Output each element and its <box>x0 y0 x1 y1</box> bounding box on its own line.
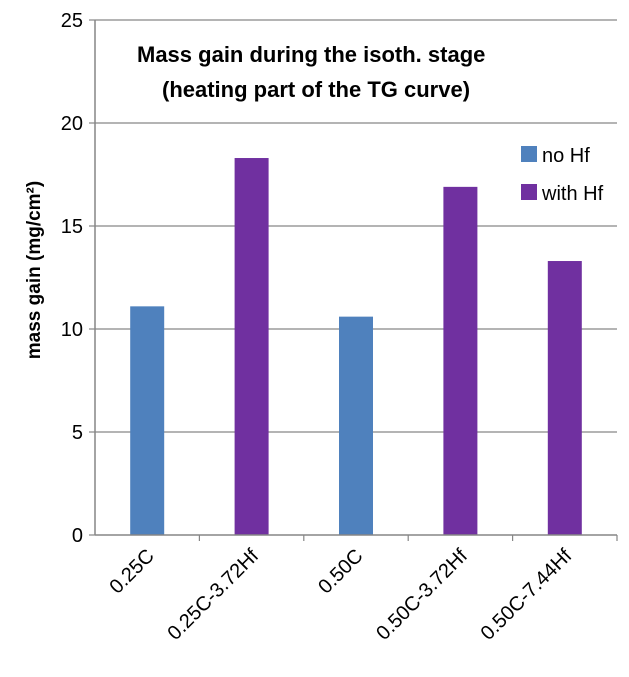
y-tick-labels: 0 5 10 15 20 25 <box>61 10 95 547</box>
x-tick-label-0-25c: 0.25C <box>105 545 158 598</box>
y-tick-label-20: 20 <box>61 113 83 135</box>
legend-swatch-with-hf <box>521 184 537 200</box>
bars <box>130 158 582 536</box>
bar-0-25c-no-hf <box>130 306 165 535</box>
chart-title-line-2: (heating part of the TG curve) <box>162 77 470 102</box>
bar-0-25c-3-72hf-with-hf <box>234 158 269 535</box>
y-tick-label-0: 0 <box>72 525 83 547</box>
legend-swatch-no-hf <box>521 146 537 162</box>
bar-0-50c-3-72hf-with-hf <box>443 186 478 536</box>
y-axis-title: mass gain (mg/cm²) <box>24 181 45 359</box>
legend-label-with-hf: with Hf <box>541 183 604 205</box>
y-tick-label-10: 10 <box>61 319 83 341</box>
gridlines <box>95 19 617 433</box>
y-tick-label-15: 15 <box>61 216 83 238</box>
y-tick-label-25: 25 <box>61 10 83 32</box>
bar-0-50c-no-hf <box>339 316 373 535</box>
legend-label-no-hf: no Hf <box>542 145 590 167</box>
x-tick-label-0-50c: 0.50C <box>314 545 367 598</box>
x-tick-label-0-50c-7-44hf: 0.50C-7.44Hf <box>477 545 577 645</box>
chart-title-line-1: Mass gain during the isoth. stage <box>137 42 485 67</box>
x-tick-label-0-25c-3-72hf: 0.25C-3.72Hf <box>163 545 263 645</box>
axes <box>94 20 617 536</box>
x-tick-label-0-50c-3-72hf: 0.50C-3.72Hf <box>372 545 472 645</box>
x-tick-labels: 0.25C 0.25C-3.72Hf 0.50C 0.50C-3.72Hf 0.50C-… <box>105 535 618 645</box>
legend: no Hf with Hf <box>521 145 604 205</box>
y-tick-label-5: 5 <box>72 422 83 444</box>
bar-0-50c-7-44hf-with-hf <box>547 261 582 535</box>
